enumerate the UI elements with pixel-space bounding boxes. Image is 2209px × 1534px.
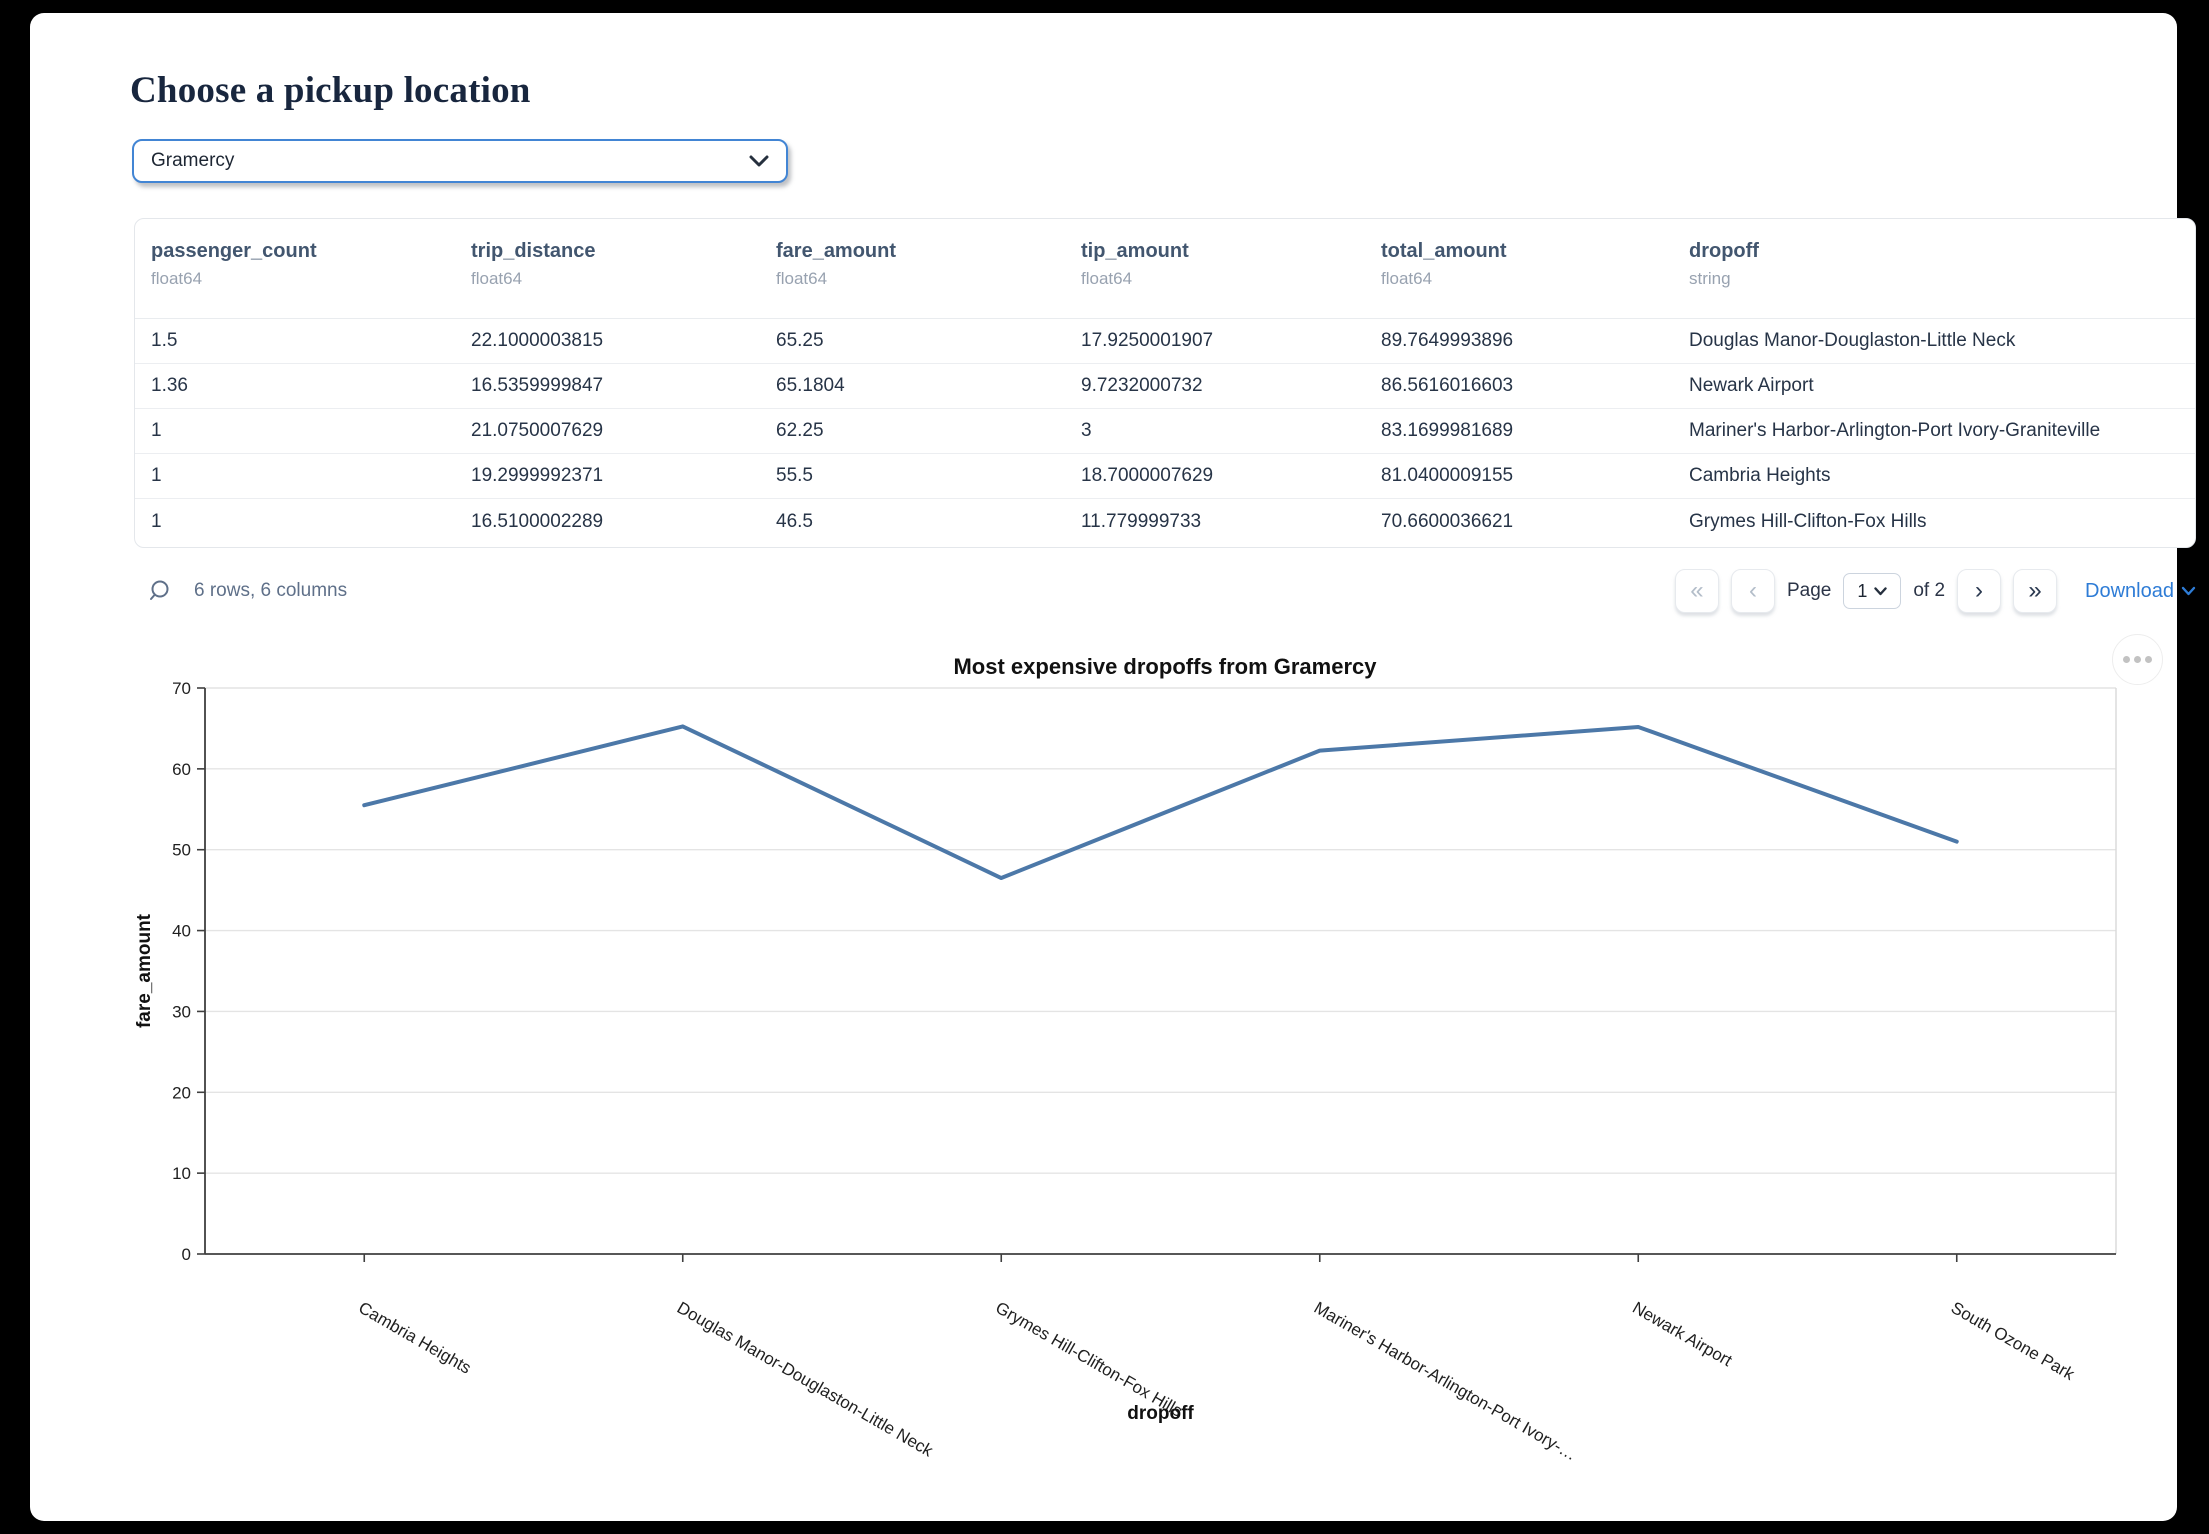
column-name: passenger_count [151,240,317,262]
svg-text:Mariner's Harbor-Arlington-Por: Mariner's Harbor-Arlington-Port Ivory-… [1311,1298,1580,1464]
column-header-fare_amount[interactable]: fare_amount float64 [776,219,1081,318]
chevron-down-icon [2181,586,2196,596]
svg-text:20: 20 [172,1083,191,1102]
table-cell: 3 [1081,420,1092,441]
column-header-dropoff[interactable]: dropoff string [1689,219,2179,318]
table-row[interactable]: 1 21.0750007629 62.25 3 83.1699981689 Mariner… [135,409,2195,454]
search-icon[interactable] [148,578,174,604]
table-cell: 17.9250001907 [1081,330,1214,351]
chart-menu-button[interactable] [2112,634,2163,685]
pagination: « ‹ Page 1 of 2 › » Download [1674,569,2196,613]
table-cell: Grymes Hill-Clifton-Fox Hills [1689,510,1927,532]
chevron-down-icon [1874,586,1888,596]
table-row[interactable]: 1 19.2999992371 55.5 18.7000007629 81.040000… [135,454,2195,499]
page-number-select[interactable]: 1 [1843,573,1902,609]
svg-text:dropoff: dropoff [1127,1403,1194,1424]
table-cell: 55.5 [776,465,813,486]
svg-text:10: 10 [172,1164,191,1183]
last-page-button[interactable]: » [2013,569,2058,613]
table-row[interactable]: 1.36 16.5359999847 65.1804 9.7232000732 86.5… [135,364,2195,409]
table-cell: 16.5359999847 [471,375,604,396]
svg-text:0: 0 [182,1245,191,1264]
column-dtype: float64 [1381,269,1433,288]
table-cell: 62.25 [776,420,824,441]
page-label: Page [1786,580,1832,601]
page-title: Choose a pickup location [130,70,531,111]
svg-text:30: 30 [172,1002,191,1021]
table-cell: 1 [151,465,162,486]
ellipsis-icon [2123,656,2130,663]
chevron-down-icon [749,155,769,167]
table-cell: 65.25 [776,330,824,351]
chart-title: Most expensive dropoffs from Gramercy [953,654,1377,679]
column-dtype: float64 [151,269,203,288]
svg-text:fare_amount: fare_amount [134,913,155,1028]
table-cell: 9.7232000732 [1081,375,1203,396]
previous-page-button[interactable]: ‹ [1730,569,1775,613]
table-cell: 1 [151,510,162,532]
download-label: Download [2085,579,2174,602]
line-chart: 0 10 20 30 40 50 60 70 Cambria Heights Douglas Ma… [134,679,2117,1464]
table-cell: 21.0750007629 [471,420,604,441]
table-cell: 22.1000003815 [471,330,604,351]
svg-text:Douglas Manor-Douglaston-Littl: Douglas Manor-Douglaston-Little Neck [674,1298,937,1461]
column-name: fare_amount [776,240,897,262]
column-name: total_amount [1381,240,1507,262]
svg-text:Newark Airport: Newark Airport [1629,1298,1735,1370]
column-dtype: string [1689,269,1731,288]
svg-text:Cambria Heights: Cambria Heights [355,1298,474,1378]
table-cell: 81.0400009155 [1381,465,1514,486]
table-footer: 6 rows, 6 columns « ‹ Page 1 of 2 › » Do… [134,565,2196,617]
table-cell: 1.5 [151,330,178,351]
table-cell: 65.1804 [776,375,845,396]
pickup-location-value: Gramercy [151,150,235,171]
table-cell: 1 [151,420,162,441]
pickup-location-select[interactable]: Gramercy [132,139,788,183]
table-row[interactable]: 1 16.5100002289 46.5 11.779999733 70.6600036… [135,499,2195,544]
page-total-label: of 2 [1913,580,1946,601]
column-name: tip_amount [1081,240,1189,262]
table-cell: 18.7000007629 [1081,465,1214,486]
svg-text:40: 40 [172,922,191,941]
table-cell: 1.36 [151,375,188,396]
table-summary: 6 rows, 6 columns [134,578,347,604]
table-cell: 89.7649993896 [1381,330,1514,351]
table-cell: Douglas Manor-Douglaston-Little Neck [1689,330,2016,351]
column-header-passenger_count[interactable]: passenger_count float64 [151,219,471,318]
first-page-button[interactable]: « [1674,569,1719,613]
table-body: 1.5 22.1000003815 65.25 17.9250001907 89.764… [135,319,2195,544]
app-card: Choose a pickup location Gramercy passen… [30,13,2196,1521]
column-header-tip_amount[interactable]: tip_amount float64 [1081,219,1381,318]
table-cell: Cambria Heights [1689,465,1831,486]
svg-text:50: 50 [172,841,191,860]
table-cell: 11.779999733 [1081,510,1202,532]
column-dtype: float64 [776,269,828,288]
column-header-trip_distance[interactable]: trip_distance float64 [471,219,776,318]
column-header-total_amount[interactable]: total_amount float64 [1381,219,1689,318]
column-name: trip_distance [471,240,596,262]
table-cell: 46.5 [776,510,813,532]
column-dtype: float64 [1081,269,1133,288]
svg-text:70: 70 [172,679,191,698]
column-name: dropoff [1689,240,1759,262]
svg-text:60: 60 [172,760,191,779]
next-page-button[interactable]: › [1957,569,2002,613]
page-number-value: 1 [1857,580,1868,601]
table-cell: Mariner's Harbor-Arlington-Port Ivory-Gr… [1689,420,2101,441]
svg-text:South Ozone Park: South Ozone Park [1948,1298,2078,1384]
column-dtype: float64 [471,269,523,288]
table-cell: 83.1699981689 [1381,420,1514,441]
table-cell: Newark Airport [1689,375,1814,396]
table-cell: 86.5616016603 [1381,375,1514,396]
table-row[interactable]: 1.5 22.1000003815 65.25 17.9250001907 89.764… [135,319,2195,364]
download-button[interactable]: Download [2085,580,2196,603]
table-cell: 16.5100002289 [471,510,604,532]
row-count-label: 6 rows, 6 columns [194,580,348,601]
table-cell: 19.2999992371 [471,465,604,486]
table-cell: 70.6600036621 [1381,510,1514,532]
